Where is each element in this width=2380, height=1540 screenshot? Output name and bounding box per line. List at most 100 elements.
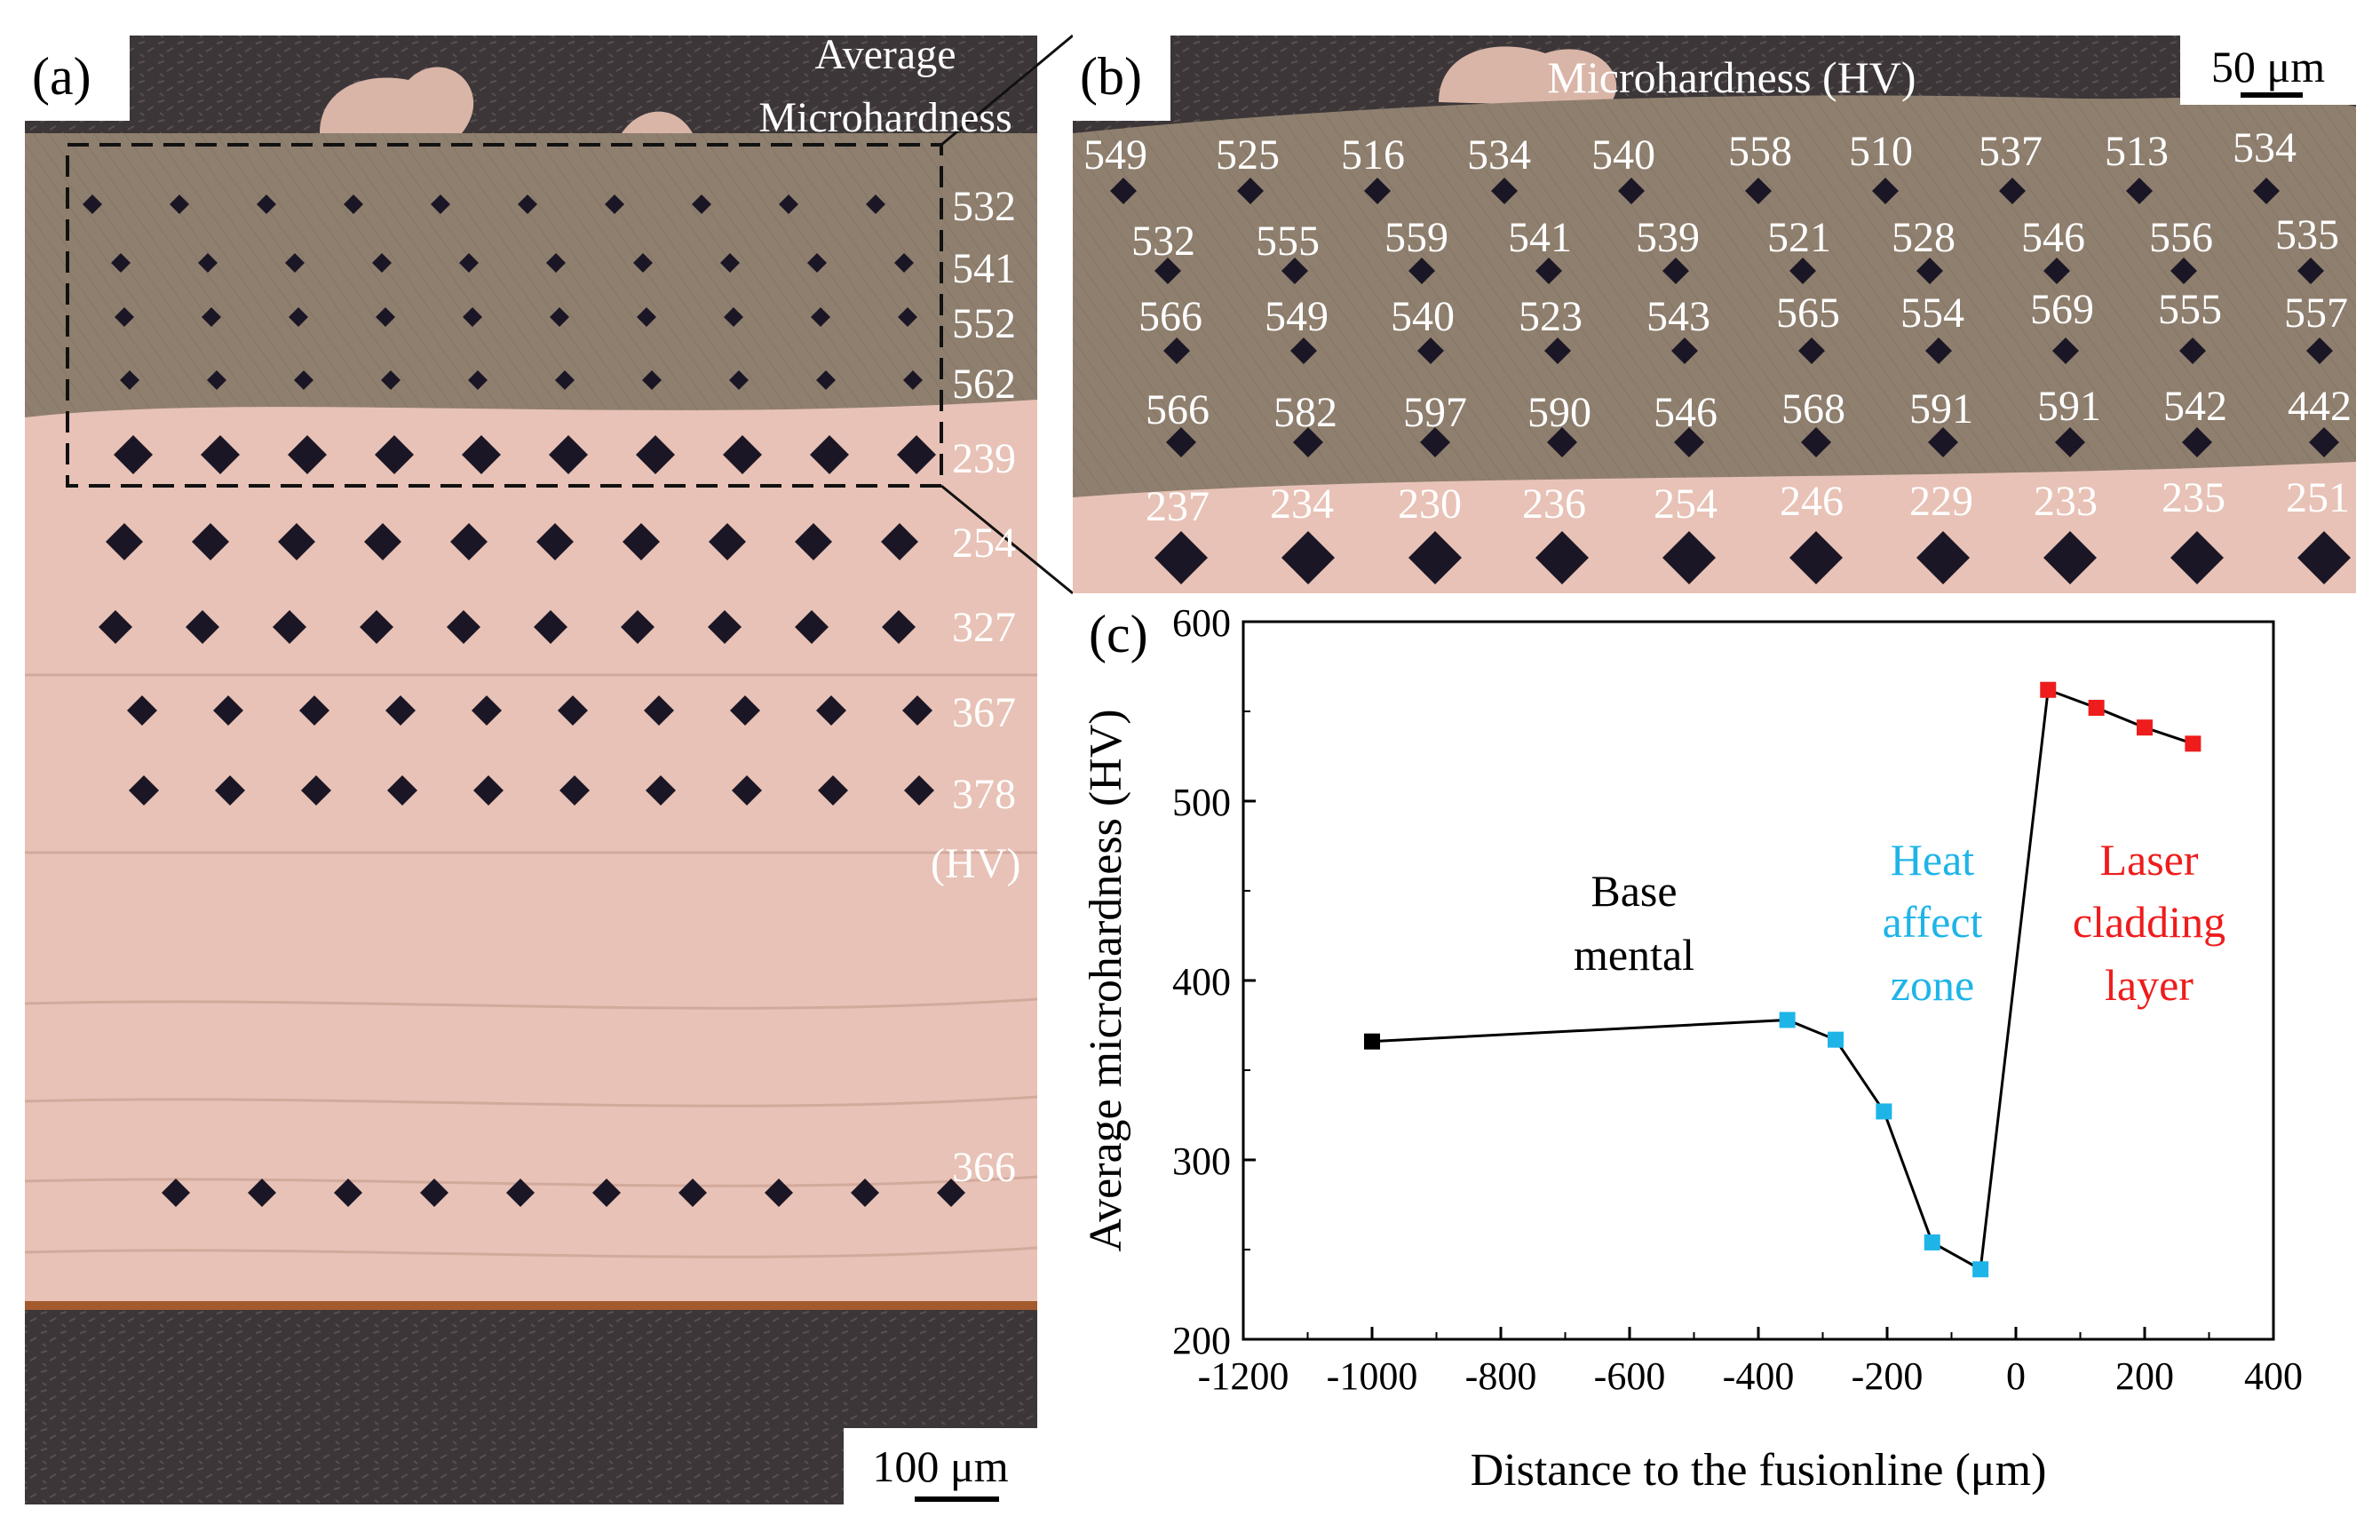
indent-mark: [381, 370, 401, 390]
indent-mark: [473, 775, 504, 806]
indent-mark: [732, 775, 762, 806]
panel-a-flow-lines: [24, 673, 1038, 1258]
indent-mark: [450, 523, 488, 560]
indent-mark: [1281, 531, 1335, 584]
indent-mark: [518, 194, 537, 214]
indent-mark: [162, 1179, 190, 1207]
hv-value: 549: [1265, 293, 1329, 340]
hv-value: 233: [2034, 478, 2098, 525]
indent-mark: [644, 695, 674, 726]
indent-mark: [1674, 427, 1704, 457]
hv-value: 541: [1508, 214, 1572, 261]
hv-value: 557: [2284, 290, 2348, 337]
indent-mark: [1154, 258, 1181, 284]
indent-mark: [1662, 531, 1716, 584]
indent-mark: [1417, 337, 1444, 364]
annotation-haz-line3: zone: [1891, 960, 1974, 1010]
indent-mark: [1163, 337, 1190, 364]
indent-mark: [1293, 427, 1323, 457]
indent-mark: [621, 610, 654, 644]
panel-b-label: (b): [1080, 47, 1142, 106]
indent-mark: [642, 370, 662, 390]
indent-mark: [215, 775, 245, 806]
x-tick-label: 200: [2115, 1354, 2174, 1398]
zoom-line-top: [940, 34, 1074, 147]
panel-a-indent-grid: [83, 194, 965, 1207]
indent-mark: [115, 307, 134, 327]
indent-mark: [1916, 531, 1970, 584]
indent-mark: [385, 695, 416, 726]
panel-b-hardness-values: 549 525 516 534 540 558 510 537 513 534 …: [1083, 124, 2352, 530]
annotation-base-line2: mental: [1574, 930, 1694, 980]
indent-mark: [278, 523, 315, 560]
avg-value: 254: [952, 520, 1016, 567]
indent-mark: [1237, 178, 1264, 204]
indent-mark: [420, 1179, 448, 1207]
indent-mark: [592, 1179, 621, 1207]
indent-mark: [459, 253, 479, 273]
indent-mark: [2126, 178, 2153, 204]
x-tick-label: -200: [1852, 1354, 1924, 1398]
indent-mark: [1110, 178, 1137, 204]
indent-mark: [447, 610, 480, 644]
indent-mark: [534, 610, 567, 644]
indent-mark: [1281, 258, 1308, 284]
panel-a-spatter: [320, 67, 474, 133]
hv-value: 442: [2288, 383, 2352, 430]
indent-mark: [364, 523, 401, 560]
indent-mark: [1671, 337, 1698, 364]
y-tick-label: 600: [1172, 601, 1231, 645]
hv-value: 516: [1341, 131, 1405, 179]
x-tick-label: 0: [2006, 1354, 2026, 1398]
indent-mark: [344, 194, 363, 214]
indent-mark: [1547, 427, 1577, 457]
hv-value: 582: [1273, 389, 1337, 436]
hv-value: 528: [1892, 214, 1956, 261]
indent-mark: [555, 370, 575, 390]
annotation-lcl-line1: Laser: [2099, 835, 2198, 885]
indent-mark: [1420, 427, 1450, 457]
indent-mark: [536, 523, 574, 560]
panel-a-spatter-2: [622, 111, 693, 133]
indent-mark: [387, 775, 417, 806]
indent-mark: [902, 695, 932, 726]
indent-mark: [730, 695, 760, 726]
indent-mark: [779, 194, 798, 214]
hv-value: 510: [1849, 128, 1913, 175]
avg-value: 562: [952, 361, 1016, 408]
x-tick-label: -1200: [1198, 1354, 1289, 1398]
indent-mark: [637, 307, 656, 327]
indent-mark: [903, 370, 923, 390]
annotation-base-line1: Base: [1591, 866, 1677, 916]
hv-value: 546: [1654, 389, 1718, 436]
data-markers: [1364, 681, 2202, 1278]
indent-mark: [294, 370, 313, 390]
indent-mark: [2297, 258, 2324, 284]
hv-value: 229: [1909, 478, 1973, 525]
indent-mark: [192, 523, 229, 560]
annotation-haz-line2: affect: [1883, 897, 1983, 947]
x-tick-label: -800: [1465, 1354, 1537, 1398]
indent-mark: [882, 610, 916, 644]
y-tick-label: 500: [1172, 781, 1231, 824]
indent-mark: [636, 435, 675, 474]
indent-mark: [170, 194, 189, 214]
indent-mark: [898, 307, 917, 327]
indent-mark: [729, 370, 749, 390]
indent-mark: [114, 435, 153, 474]
hv-value: 565: [1776, 290, 1840, 337]
indent-mark: [2043, 258, 2070, 284]
indent-mark: [807, 253, 827, 273]
hv-value: 591: [1909, 385, 1973, 433]
indent-mark: [257, 194, 276, 214]
avg-value: 327: [952, 604, 1016, 651]
panel-a-label-box: [25, 36, 130, 121]
indent-mark: [550, 307, 569, 327]
indent-mark: [213, 695, 243, 726]
hv-value: 555: [1256, 218, 1320, 265]
indent-mark: [506, 1179, 535, 1207]
indent-mark: [2170, 531, 2224, 584]
indent-mark: [692, 194, 711, 214]
indent-mark: [1789, 531, 1843, 584]
indent-mark: [549, 435, 588, 474]
